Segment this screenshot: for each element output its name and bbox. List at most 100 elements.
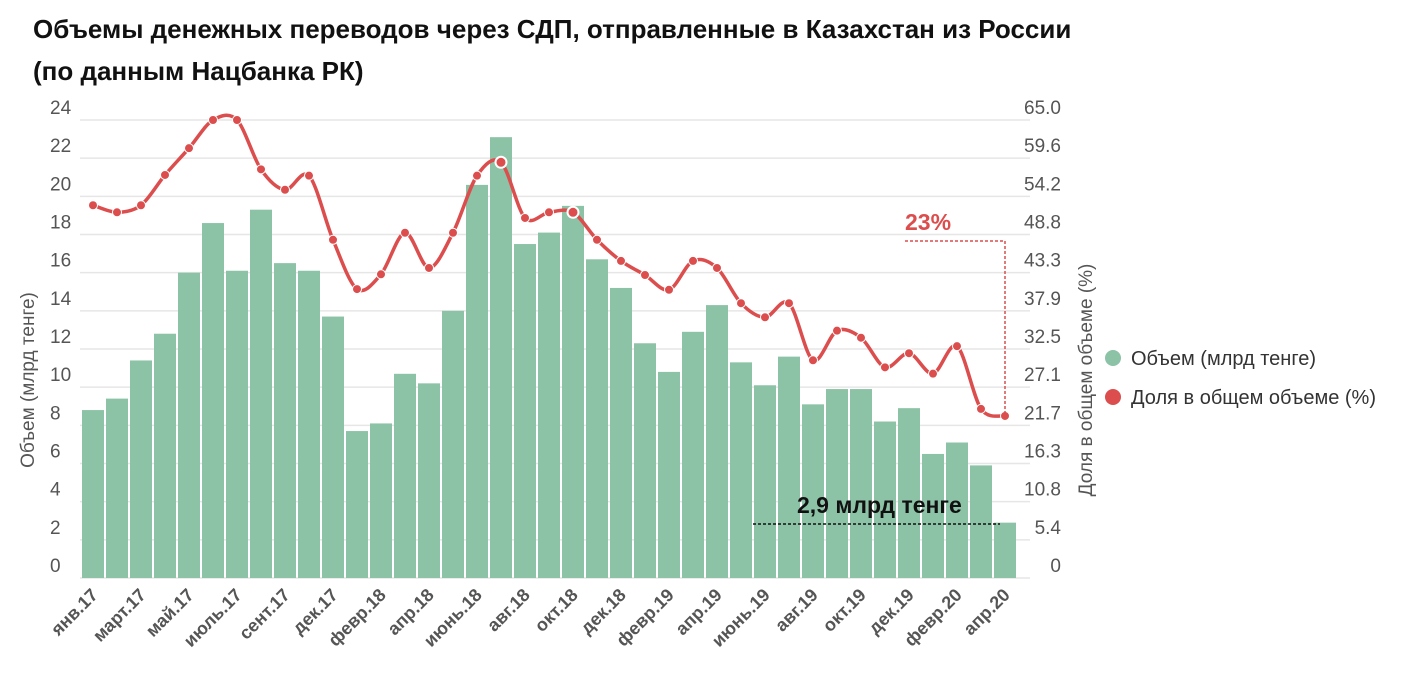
- bar-series: [82, 137, 1016, 579]
- title-line-1: Объемы денежных переводов через СДП, отп…: [33, 14, 1072, 44]
- bar: [226, 270, 248, 578]
- bar: [634, 343, 656, 578]
- right-tick-label: 16.3: [1024, 442, 1061, 463]
- line-point: [208, 115, 218, 125]
- bar: [898, 408, 920, 578]
- right-tick-label: 21.7: [1024, 403, 1061, 424]
- line-point: [472, 170, 482, 181]
- bar: [442, 310, 464, 578]
- left-tick-label: 8: [50, 403, 61, 424]
- x-tick-label: авг.18: [483, 585, 534, 636]
- left-tick-label: 20: [50, 174, 71, 195]
- line-point: [400, 227, 410, 238]
- right-tick-label: 27.1: [1024, 365, 1061, 386]
- volume-annotation-label: 2,9 млрд тенге: [797, 492, 962, 518]
- line-point: [736, 298, 746, 309]
- bar: [682, 331, 704, 578]
- line-point: [376, 269, 386, 280]
- bar: [754, 385, 776, 578]
- line-point: [664, 284, 674, 295]
- bar: [298, 270, 320, 578]
- line-point: [566, 205, 580, 219]
- right-tick-label: 0: [1050, 556, 1061, 577]
- line-point: [232, 115, 242, 125]
- right-tick-label: 37.9: [1024, 289, 1061, 310]
- legend-item-volume[interactable]: Объем (млрд тенге): [1105, 348, 1316, 370]
- line-point: [760, 312, 770, 323]
- legend: Объем (млрд тенге) Доля в общем объеме (…: [1105, 348, 1376, 409]
- line-point: [160, 169, 170, 180]
- left-axis-title: Объем (млрд тенге): [18, 292, 39, 468]
- left-tick-label: 2: [50, 518, 61, 539]
- left-tick-label: 4: [50, 480, 61, 501]
- x-tick-label: окт.19: [819, 585, 870, 636]
- left-tick-label: 6: [50, 442, 61, 463]
- right-tick-label: 32.5: [1024, 327, 1061, 348]
- right-tick-label: 5.4: [1035, 518, 1062, 539]
- line-point: [112, 207, 122, 218]
- line-point: [352, 284, 362, 295]
- bar: [610, 287, 632, 578]
- line-point: [712, 262, 722, 273]
- line-point: [592, 234, 602, 245]
- bar: [250, 209, 272, 579]
- bar: [562, 205, 584, 578]
- title-line-2: (по данным Нацбанка РК): [33, 56, 364, 86]
- right-axis-title: Доля в общем объеме (%): [1076, 264, 1097, 497]
- line-point: [520, 212, 530, 223]
- legend-item-share[interactable]: Доля в общем объеме (%): [1105, 387, 1376, 409]
- line-point: [832, 325, 842, 336]
- line-point: [640, 270, 650, 281]
- right-axis-ticks: 0 5.4 10.8 16.3 21.7 27.1 32.5 37.9 43.3 48.8 54.2…: [1024, 98, 1061, 577]
- right-tick-label: 43.3: [1024, 251, 1061, 272]
- line-point: [928, 368, 938, 379]
- chart-title: Объемы денежных переводов через СДП, отп…: [33, 8, 1071, 92]
- bar: [106, 398, 128, 578]
- bar: [586, 259, 608, 578]
- x-tick-label: сент.17: [235, 585, 294, 644]
- right-tick-label: 10.8: [1024, 480, 1061, 501]
- line-point: [184, 143, 194, 154]
- bar: [922, 453, 944, 578]
- bar: [178, 272, 200, 578]
- bar: [130, 360, 152, 578]
- x-tick-label: авг.19: [771, 585, 822, 636]
- bar: [514, 244, 536, 578]
- bar: [778, 356, 800, 578]
- line-point: [952, 341, 962, 352]
- share-annotation-line: [905, 240, 1006, 415]
- legend-swatch-volume: [1105, 350, 1121, 366]
- line-point: [808, 355, 818, 366]
- line-point: [304, 170, 314, 181]
- left-tick-label: 16: [50, 251, 71, 272]
- x-tick-label: апр.20: [959, 585, 1013, 639]
- legend-swatch-share: [1105, 389, 1121, 405]
- bar: [394, 373, 416, 578]
- line-point: [976, 403, 986, 414]
- line-point: [904, 348, 914, 359]
- bar: [970, 465, 992, 578]
- bar: [202, 223, 224, 579]
- left-tick-label: 22: [50, 136, 71, 157]
- line-point: [616, 255, 626, 266]
- left-tick-label: 24: [50, 98, 72, 119]
- line-point: [424, 262, 434, 273]
- bar: [850, 389, 872, 578]
- line-point: [544, 207, 554, 218]
- bar: [730, 362, 752, 578]
- bar: [490, 137, 512, 579]
- x-tick-label: март.17: [89, 585, 150, 646]
- line-point: [256, 164, 266, 175]
- bar: [466, 184, 488, 578]
- bar: [826, 389, 848, 578]
- bar: [946, 442, 968, 578]
- line-point: [880, 362, 890, 373]
- bar: [538, 232, 560, 578]
- bar: [346, 431, 368, 578]
- x-tick-label: окт.18: [531, 585, 582, 636]
- right-tick-label: 54.2: [1024, 174, 1061, 195]
- left-tick-label: 10: [50, 365, 71, 386]
- bar: [370, 423, 392, 578]
- bar: [274, 263, 296, 578]
